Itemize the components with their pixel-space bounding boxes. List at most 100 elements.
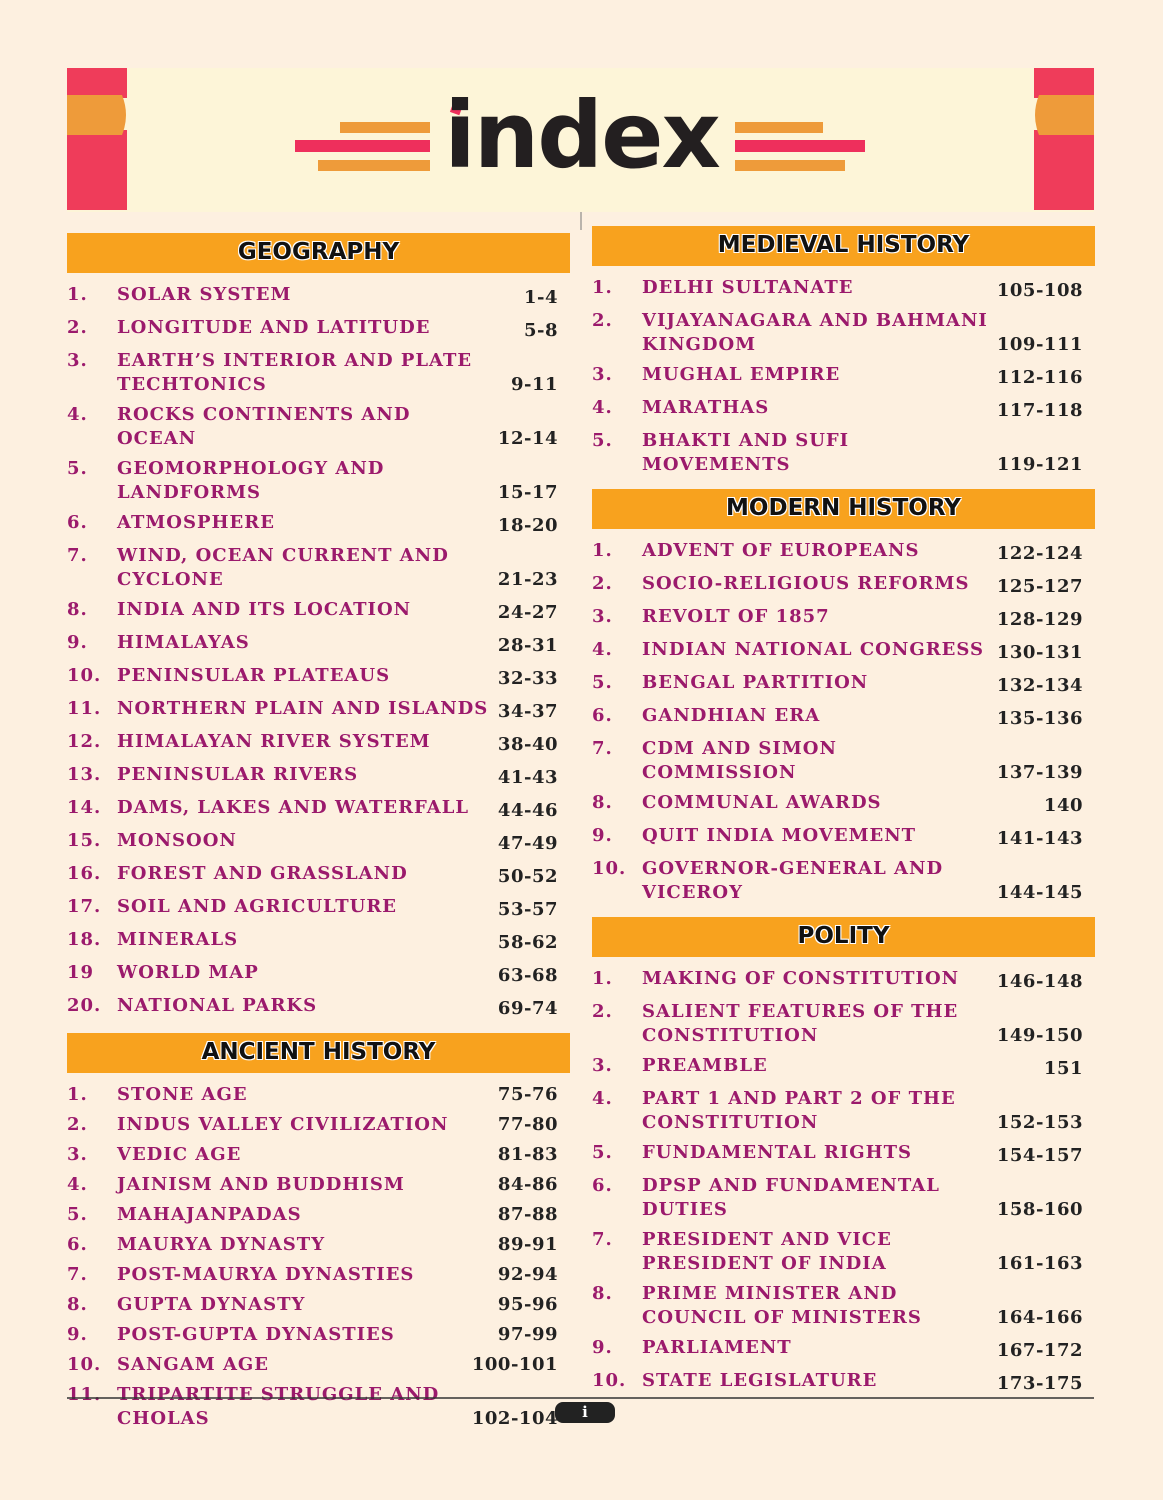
entry: 3. REVOLT OF 1857 128-129 (592, 605, 1095, 638)
entry: 7. WIND, OCEAN CURRENT AND CYCLONE 21-23 (67, 544, 570, 598)
entry-pages: 109-111 (996, 334, 1083, 355)
entry-title: INDIAN NATIONAL CONGRESS (642, 639, 984, 660)
entry-pages: 112-116 (996, 367, 1083, 388)
entry-title: BHAKTI AND SUFI MOVEMENTS (642, 430, 850, 475)
entry-pages: 135-136 (996, 708, 1083, 729)
entry: 6. ATMOSPHERE 18-20 (67, 511, 570, 544)
entry: 6. DPSP AND FUNDAMENTAL DUTIES 158-160 (592, 1174, 1095, 1228)
entry-title: WORLD MAP (117, 962, 259, 983)
entry-number: 9. (67, 632, 88, 653)
entry-number: 5. (592, 1142, 613, 1163)
entry-number: 1. (592, 540, 613, 561)
entry-number: 6. (592, 1175, 613, 1196)
entry: 2. SALIENT FEATURES OF THE CONSTITUTION 14… (592, 1000, 1095, 1054)
entry-pages: 53-57 (497, 899, 558, 920)
entry-number: 6. (592, 705, 613, 726)
entry: 4. PART 1 AND PART 2 OF THE CONSTITUTION 1… (592, 1087, 1095, 1141)
entry-title: MINERALS (117, 929, 239, 950)
entry: 2. INDUS VALLEY CIVILIZATION 77-80 (67, 1113, 570, 1143)
entry-pages: 38-40 (497, 734, 558, 755)
entry: 1. DELHI SULTANATE 105-108 (592, 276, 1095, 309)
entry-pages: 152-153 (996, 1112, 1083, 1133)
entry: 15. MONSOON 47-49 (67, 829, 570, 862)
entry-number: 2. (592, 1001, 613, 1022)
entry-pages: 105-108 (996, 280, 1083, 301)
decor (67, 68, 1094, 230)
entry-title: ADVENT OF EUROPEANS (642, 540, 920, 561)
entry-title: PRIME MINISTER AND COUNCIL OF MINISTERS (642, 1283, 922, 1328)
entry: 6. MAURYA DYNASTY 89-91 (67, 1233, 570, 1263)
entry-pages: 173-175 (996, 1373, 1083, 1394)
entry-number: 4. (592, 397, 613, 418)
entry-title: NATIONAL PARKS (117, 995, 318, 1016)
entry-pages: 146-148 (996, 971, 1083, 992)
entry-number: 17. (67, 896, 102, 917)
entry-number: 3. (67, 350, 88, 371)
entry-number: 10. (67, 665, 102, 686)
entry: 10. GOVERNOR-GENERAL AND VICEROY 144-145 (592, 857, 1095, 911)
entry-title: MAKING OF CONSTITUTION (642, 968, 960, 989)
entry-title: NORTHERN PLAIN AND ISLANDS (117, 698, 489, 719)
entry: 7. PRESIDENT AND VICE PRESIDENT OF INDIA 1… (592, 1228, 1095, 1282)
entry-title: PREAMBLE (642, 1055, 768, 1076)
entry-pages: 158-160 (996, 1199, 1083, 1220)
entry: 1. ADVENT OF EUROPEANS 122-124 (592, 539, 1095, 572)
section: GEOGRAPHY 1. SOLAR SYSTEM 1-4 2. LONGITUDE AN… (67, 233, 570, 1027)
entry-number: 7. (67, 545, 88, 566)
entry-title: MARATHAS (642, 397, 770, 418)
entry-number: 7. (67, 1264, 88, 1285)
entry: 4. MARATHAS 117-118 (592, 396, 1095, 429)
entry-title: PENINSULAR PLATEAUS (117, 665, 391, 686)
entry-pages: 137-139 (996, 762, 1083, 783)
entry-pages: 102-104 (471, 1408, 558, 1429)
entry-pages: 128-129 (996, 609, 1083, 630)
entry-title: SOLAR SYSTEM (117, 284, 292, 305)
entry-title: GANDHIAN ERA (642, 705, 821, 726)
entry-title: PRESIDENT AND VICE PRESIDENT OF INDIA (642, 1229, 892, 1274)
entry: 3. PREAMBLE 151 (592, 1054, 1095, 1087)
entry-title: MAHAJANPADAS (117, 1204, 302, 1225)
section-header: POLITY (592, 917, 1095, 957)
entry-number: 5. (592, 430, 613, 451)
entry-number: 9. (67, 1324, 88, 1345)
entry: 11. TRIPARTITE STRUGGLE AND CHOLAS 102-104 (67, 1383, 570, 1437)
entry-number: 3. (592, 606, 613, 627)
entry: 1. STONE AGE 75-76 (67, 1083, 570, 1113)
entry-number: 3. (592, 1055, 613, 1076)
entry-number: 6. (67, 1234, 88, 1255)
entry: 18. MINERALS 58-62 (67, 928, 570, 961)
entry: 7. CDM AND SIMON COMMISSION 137-139 (592, 737, 1095, 791)
entry-number: 7. (592, 738, 613, 759)
entry-pages: 32-33 (497, 668, 558, 689)
entry-title: MAURYA DYNASTY (117, 1234, 326, 1255)
entry: 8. INDIA AND ITS LOCATION 24-27 (67, 598, 570, 631)
entry: 8. GUPTA DYNASTY 95-96 (67, 1293, 570, 1323)
entry: 5. FUNDAMENTAL RIGHTS 154-157 (592, 1141, 1095, 1174)
entry-pages: 151 (1043, 1058, 1083, 1079)
entry: 8. COMMUNAL AWARDS 140 (592, 791, 1095, 824)
entry: 5. GEOMORPHOLOGY AND LANDFORMS 15-17 (67, 457, 570, 511)
entry-number: 13. (67, 764, 102, 785)
entry-number: 10. (592, 858, 627, 879)
entry-title: GEOMORPHOLOGY AND LANDFORMS (117, 458, 385, 503)
entry-pages: 41-43 (497, 767, 558, 788)
entry-pages: 44-46 (497, 800, 558, 821)
entry-pages: 130-131 (996, 642, 1083, 663)
entry-title: INDUS VALLEY CIVILIZATION (117, 1114, 449, 1135)
entry-title: BENGAL PARTITION (642, 672, 869, 693)
entry: 5. BHAKTI AND SUFI MOVEMENTS 119-121 (592, 429, 1095, 483)
entry: 7. POST-MAURYA DYNASTIES 92-94 (67, 1263, 570, 1293)
entry-list: 1. SOLAR SYSTEM 1-4 2. LONGITUDE AND LATITUD… (67, 283, 570, 1027)
entry-pages: 87-88 (497, 1204, 558, 1225)
entry-number: 6. (67, 512, 88, 533)
entry: 9. HIMALAYAS 28-31 (67, 631, 570, 664)
entry: 20. NATIONAL PARKS 69-74 (67, 994, 570, 1027)
entry: 4. INDIAN NATIONAL CONGRESS 130-131 (592, 638, 1095, 671)
entry-pages: 18-20 (497, 515, 558, 536)
entry-number: 5. (67, 1204, 88, 1225)
entry-title: FOREST AND GRASSLAND (117, 863, 408, 884)
entry-title: TRIPARTITE STRUGGLE AND CHOLAS (117, 1384, 440, 1429)
section: MODERN HISTORY 1. ADVENT OF EUROPEANS 122-1… (592, 489, 1095, 911)
entry: 12. HIMALAYAN RIVER SYSTEM 38-40 (67, 730, 570, 763)
entry-title: STATE LEGISLATURE (642, 1370, 878, 1391)
